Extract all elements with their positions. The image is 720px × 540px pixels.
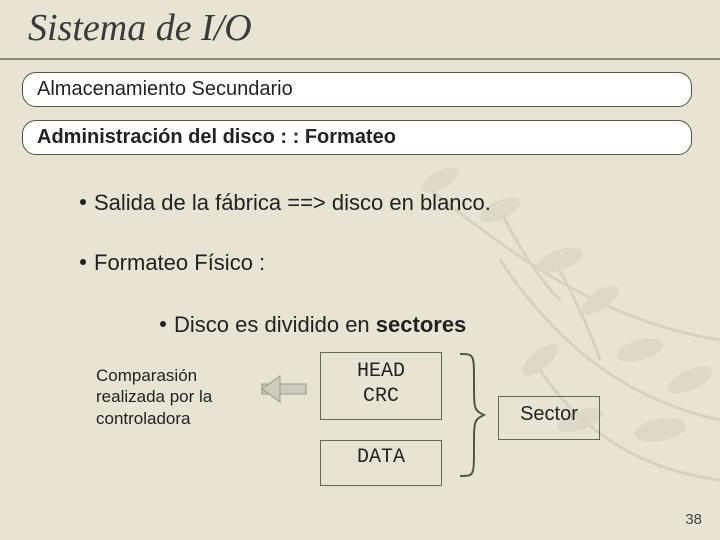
- bullet-dot-icon: [80, 199, 86, 205]
- sector-box: Sector: [498, 396, 600, 440]
- bullet-3-prefix: Disco es dividido en: [174, 312, 376, 337]
- page-number: 38: [685, 511, 702, 528]
- title-underline: [0, 58, 720, 60]
- head-label: HEAD: [321, 359, 441, 384]
- data-label: DATA: [321, 447, 441, 469]
- bullet-3: Disco es dividido en sectores: [160, 312, 466, 338]
- controller-note: Comparasión realizada por la controlador…: [96, 365, 246, 429]
- bullet-1-text: Salida de la fábrica ==> disco en blanco…: [94, 190, 491, 215]
- section-header-box: Administración del disco : : Formateo: [22, 120, 692, 155]
- subtitle-box: Almacenamiento Secundario: [22, 72, 692, 107]
- bullet-2-text: Formateo Físico :: [94, 250, 265, 275]
- bullet-1: Salida de la fábrica ==> disco en blanco…: [80, 190, 491, 216]
- head-crc-box: HEAD CRC: [320, 352, 442, 420]
- bullet-3-bold: sectores: [376, 312, 467, 337]
- bullet-dot-icon: [160, 321, 166, 327]
- bullet-dot-icon: [80, 259, 86, 265]
- page-title: Sistema de I/O: [28, 6, 252, 50]
- brace-icon: [456, 352, 486, 478]
- slide: Sistema de I/O Almacenamiento Secundario…: [0, 0, 720, 540]
- bullet-2: Formateo Físico :: [80, 250, 265, 276]
- data-box: DATA: [320, 440, 442, 486]
- crc-label: CRC: [321, 384, 441, 409]
- sector-label: Sector: [520, 403, 578, 425]
